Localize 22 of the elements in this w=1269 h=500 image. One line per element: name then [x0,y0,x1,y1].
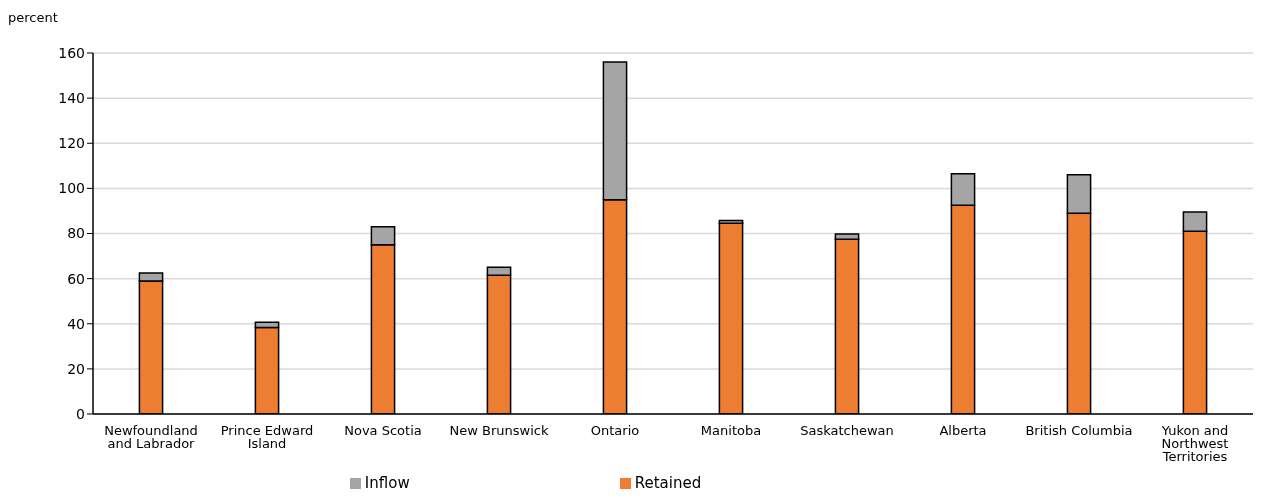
y-tick-label: 0 [76,405,85,422]
x-tick-label: Yukon and Northwest Territories [1160,423,1229,465]
x-tick-label: British Columbia [1025,423,1133,439]
x-tick-label: Prince Edward Island [220,423,314,452]
y-tick-label: 140 [58,90,85,107]
y-tick-label: 80 [67,225,85,242]
x-tick-label: Ontario [590,423,640,439]
y-tick-label: 60 [67,270,85,287]
y-axis-title: percent [8,10,58,25]
y-tick-label: 100 [58,180,85,197]
y-tick-label: 20 [67,360,85,377]
x-tick-label: Nova Scotia [344,423,422,439]
x-tick-label: Saskatchewan [800,423,894,439]
legend-label: Retained [634,474,702,492]
x-tick-label: Alberta [939,423,987,439]
y-tick-label: 120 [58,135,85,152]
x-tick-label: Manitoba [700,423,762,439]
x-tick-label: Newfoundland and Labrador [104,423,198,452]
y-tick-label: 160 [58,44,85,61]
y-tick-label: 40 [67,315,85,332]
legend-label: Inflow [364,474,410,492]
x-tick-label: New Brunswick [449,423,549,439]
